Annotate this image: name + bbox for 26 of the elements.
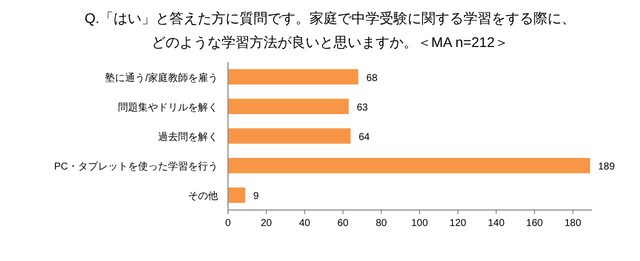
data-label: 64 [358, 132, 370, 143]
x-tick-label: 40 [299, 218, 311, 229]
data-label: 9 [253, 191, 260, 202]
x-tick-label: 0 [225, 218, 232, 229]
data-label: 68 [366, 72, 378, 84]
bar [228, 69, 358, 84]
y-tick-label: PC・タブレットを使った学習を行う [54, 160, 218, 173]
x-tick-label: 80 [376, 218, 388, 229]
x-tick-label: 160 [526, 218, 544, 229]
x-tick-label: 100 [411, 218, 428, 229]
bar [228, 188, 246, 203]
data-label: 189 [598, 162, 616, 173]
chart-title: Q.「はい」と答えた方に質問です。家庭で中学受験に関する学習をする際に、どのような学習方法が良いと思いますか。＜MA n=212＞ [84, 9, 576, 52]
bar [228, 128, 351, 144]
x-tick-label: 60 [337, 218, 349, 229]
x-tick-label: 120 [450, 218, 467, 229]
y-tick-label: 問題集やドリルを解く [118, 101, 218, 114]
bar [228, 158, 590, 174]
data-label: 63 [356, 102, 368, 114]
x-tick-label: 180 [564, 218, 582, 229]
y-tick-label: 過去問を解く [158, 131, 218, 143]
y-tick-label: 塾に通う/家庭教師を雇う [105, 72, 218, 84]
y-tick-label: その他 [188, 190, 218, 202]
x-tick-label: 140 [488, 218, 505, 229]
x-tick-label: 20 [260, 218, 272, 229]
bar [228, 98, 349, 114]
